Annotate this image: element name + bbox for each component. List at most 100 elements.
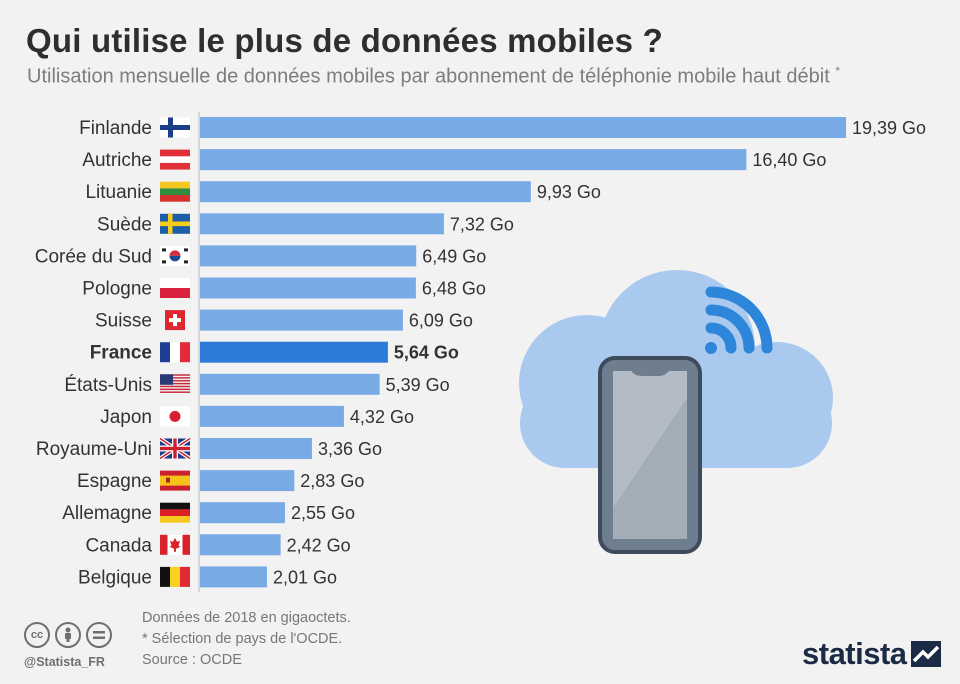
bar [200,117,846,138]
bar [200,373,380,395]
flag-canada-icon [160,534,190,555]
flag-part [160,125,190,130]
bar [200,245,417,267]
flag-part [160,342,170,363]
flag-part [182,534,190,555]
bar [200,181,531,203]
bar [200,149,747,171]
value-label: 3,36 Go [318,439,382,459]
flag-part [162,260,166,264]
flag-part [160,516,190,523]
flag-part [169,250,181,256]
bar [200,470,295,492]
chart-title: Qui utilise le plus de données mobiles ? [26,22,663,59]
flag-part [162,248,166,252]
attribution-icon [55,622,81,648]
flag-part [160,377,190,379]
bar [200,277,416,299]
flag-south-korea-icon [160,245,190,266]
flag-part [160,534,168,555]
value-label: 16,40 Go [752,150,826,170]
flag-uk-icon [158,436,192,461]
value-label: 7,32 Go [450,214,514,234]
flag-part [160,446,190,451]
category-label: Corée du Sud [35,246,152,267]
flag-part [160,475,190,486]
value-label: 9,93 Go [537,182,601,202]
value-label: 2,83 Go [300,471,364,491]
value-label: 6,49 Go [422,246,486,266]
flag-part [160,566,170,587]
category-label: Espagne [77,471,152,492]
flag-belgium-icon [160,566,190,587]
flag-part [180,566,190,587]
category-label: Allemagne [62,503,152,524]
flag-part [160,385,190,388]
category-label: France [90,343,152,364]
flag-finland-icon [160,117,190,138]
subtitle-text: Utilisation mensuelle de données mobiles… [27,65,830,88]
flag-part [169,255,181,262]
footnotes: Données de 2018 en gigaoctets. * Sélecti… [142,608,351,671]
category-label: Canada [85,535,152,556]
flag-part [160,391,190,393]
flag-part [160,156,190,163]
bar [200,341,388,363]
value-label: 5,64 Go [394,343,459,363]
bar [200,502,285,524]
flag-part [160,374,173,385]
flag-sweden-icon [160,213,190,234]
bar-chart: Finlande 19,39 Go Autriche 16,40 Go Lituanie… [35,112,926,593]
flag-part [160,374,190,376]
chart-subtitle: Utilisation mensuelle de données mobiles… [27,64,840,89]
statista-handle: @Statista_FR [24,655,105,669]
flag-part [160,382,190,385]
flag-part [169,537,181,552]
flag-part [180,342,190,363]
flag-part [166,477,170,483]
flag-usa-icon [160,374,190,393]
category-label: Japon [100,407,152,428]
statista-logo: statista [802,636,941,672]
flag-part [160,502,190,510]
value-label: 6,48 Go [422,279,486,299]
flag-part [160,278,190,288]
value-label: 4,32 Go [350,407,414,427]
flag-part [184,260,188,264]
value-label: 5,39 Go [386,375,450,395]
flag-part [160,388,190,391]
wifi-icon [705,286,773,354]
value-label: 2,42 Go [287,535,351,555]
flag-france-icon [160,342,190,363]
statista-logo-icon [910,641,941,667]
footnote-source: Source : OCDE [142,652,242,668]
value-label: 2,01 Go [273,567,337,587]
bar [200,438,312,459]
category-label: Suède [97,214,152,235]
bar [200,309,403,331]
flag-poland-icon [160,278,190,298]
cc-icon: cc [24,622,50,648]
flag-part [169,318,181,323]
category-label: États-Unis [64,375,152,396]
category-label: Belgique [78,567,152,588]
subtitle-asterisk: * [835,64,840,78]
flag-germany-icon [160,502,190,523]
bar [200,534,281,556]
footnote-data-year: Données de 2018 en gigaoctets. [142,610,351,626]
flag-part [160,380,190,382]
smartphone-icon [598,356,702,554]
flag-part [160,288,190,298]
flag-part [160,509,190,516]
flag-austria-icon [160,149,190,170]
flag-lithuania-icon [160,181,190,202]
cloud-phone-illustration [519,270,833,554]
value-label: 19,39 Go [852,118,926,138]
bar [200,213,444,235]
flag-part [160,181,190,189]
statista-wordmark: statista [802,636,907,671]
flag-japan-icon [160,406,190,427]
flag-part [160,195,190,202]
flag-part [160,188,190,195]
value-label: 2,55 Go [291,503,355,523]
